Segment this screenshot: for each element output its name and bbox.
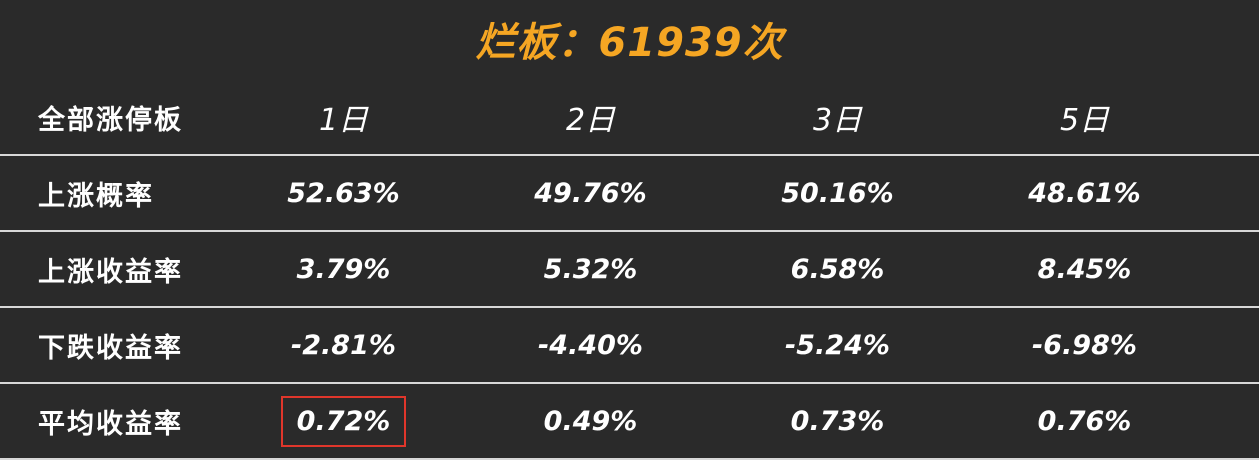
table-cell: -6.98%: [1032, 329, 1137, 361]
table-row: 上涨收益率 3.79% 5.32% 6.58% 8.45%: [0, 232, 1259, 308]
table-row: 上涨概率 52.63% 49.76% 50.16% 48.61%: [0, 156, 1259, 232]
table-row: 下跌收益率 -2.81% -4.40% -5.24% -6.98%: [0, 308, 1259, 384]
table-cell: 8.45%: [1037, 253, 1132, 285]
table-header-row: 全部涨停板 1日 2日 3日 5日: [0, 80, 1259, 156]
table-cell: 0.73%: [790, 405, 885, 437]
table-cell: 0.72%: [220, 384, 467, 458]
header-col-3d: 3日: [812, 103, 863, 138]
stats-table: 全部涨停板 1日 2日 3日 5日 上涨概率 52.63% 49.76% 50.…: [0, 80, 1259, 460]
header-col-1d: 1日: [318, 103, 369, 138]
page-title: 烂板：61939次: [475, 20, 784, 66]
row-label: 上涨概率: [38, 180, 154, 212]
header-label: 全部涨停板: [38, 104, 183, 136]
table-row: 平均收益率 0.72% 0.49% 0.73% 0.76%: [0, 384, 1259, 460]
table-cell: 0.49%: [543, 405, 638, 437]
header-col-5d: 5日: [1059, 103, 1110, 138]
row-label: 上涨收益率: [38, 256, 183, 288]
table-cell: 3.79%: [296, 253, 391, 285]
table-cell: -5.24%: [785, 329, 890, 361]
table-cell: 52.63%: [287, 177, 400, 209]
row-label: 平均收益率: [38, 408, 183, 440]
highlighted-value: 0.72%: [280, 395, 407, 447]
header-col-2d: 2日: [565, 103, 616, 138]
table-cell: -4.40%: [538, 329, 643, 361]
table-cell: 5.32%: [543, 253, 638, 285]
table-cell: -2.81%: [291, 329, 396, 361]
row-label: 下跌收益率: [38, 332, 183, 364]
table-cell: 48.61%: [1028, 177, 1141, 209]
table-cell: 50.16%: [781, 177, 894, 209]
table-cell: 0.76%: [1037, 405, 1132, 437]
table-cell: 6.58%: [790, 253, 885, 285]
table-cell: 49.76%: [534, 177, 647, 209]
